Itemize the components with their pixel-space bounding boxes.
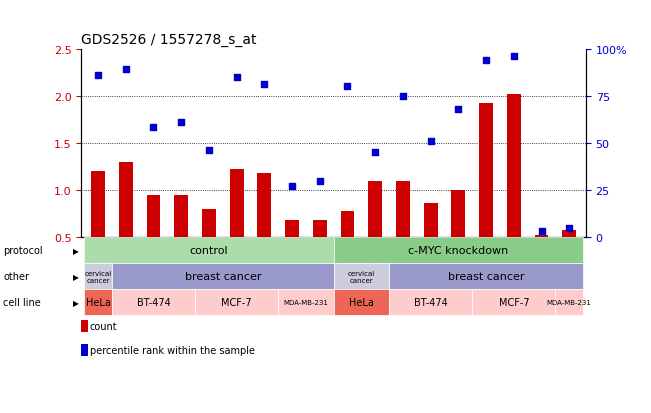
Text: GDS2526 / 1557278_s_at: GDS2526 / 1557278_s_at [81,33,257,47]
Text: MDA-MB-231: MDA-MB-231 [547,299,592,306]
Point [148,124,159,131]
Point [536,228,547,235]
Text: MDA-MB-231: MDA-MB-231 [283,299,328,306]
Text: ▶: ▶ [73,298,79,307]
Text: breast cancer: breast cancer [184,271,261,282]
Text: protocol: protocol [3,245,43,256]
Point [314,178,325,184]
Bar [562,230,576,285]
Bar [479,104,493,285]
Bar [534,235,549,285]
Bar [451,190,465,285]
Bar [118,162,133,285]
Text: ▶: ▶ [73,246,79,255]
Point [93,73,104,79]
Point [564,225,574,231]
Point [231,74,242,81]
Point [370,150,380,156]
Point [259,82,270,88]
Point [176,119,186,126]
Bar [507,95,521,285]
Bar [146,195,160,285]
Point [287,183,298,190]
Text: BT-474: BT-474 [414,297,447,308]
Bar [230,170,243,285]
Bar [174,195,188,285]
Text: cervical
cancer: cervical cancer [348,270,375,283]
Point [342,84,353,90]
Point [481,57,492,64]
Point [453,107,464,113]
Bar [91,172,105,285]
Text: cell line: cell line [3,297,41,308]
Point [120,67,131,74]
Text: HeLa: HeLa [85,297,111,308]
Text: c-MYC knockdown: c-MYC knockdown [408,245,508,256]
Text: other: other [3,271,29,282]
Point [508,54,519,60]
Text: percentile rank within the sample: percentile rank within the sample [90,345,255,355]
Text: MCF-7: MCF-7 [499,297,529,308]
Bar [424,204,437,285]
Bar [257,173,271,285]
Bar [313,221,327,285]
Text: MCF-7: MCF-7 [221,297,252,308]
Bar [202,209,216,285]
Point [204,148,214,154]
Text: breast cancer: breast cancer [448,271,524,282]
Point [426,138,436,145]
Text: count: count [90,321,117,331]
Text: BT-474: BT-474 [137,297,171,308]
Bar [368,181,382,285]
Bar [396,181,410,285]
Text: control: control [189,245,229,256]
Point [398,93,408,100]
Text: HeLa: HeLa [349,297,374,308]
Text: ▶: ▶ [73,272,79,281]
Bar [340,211,354,285]
Bar [285,221,299,285]
Text: cervical
cancer: cervical cancer [85,270,111,283]
